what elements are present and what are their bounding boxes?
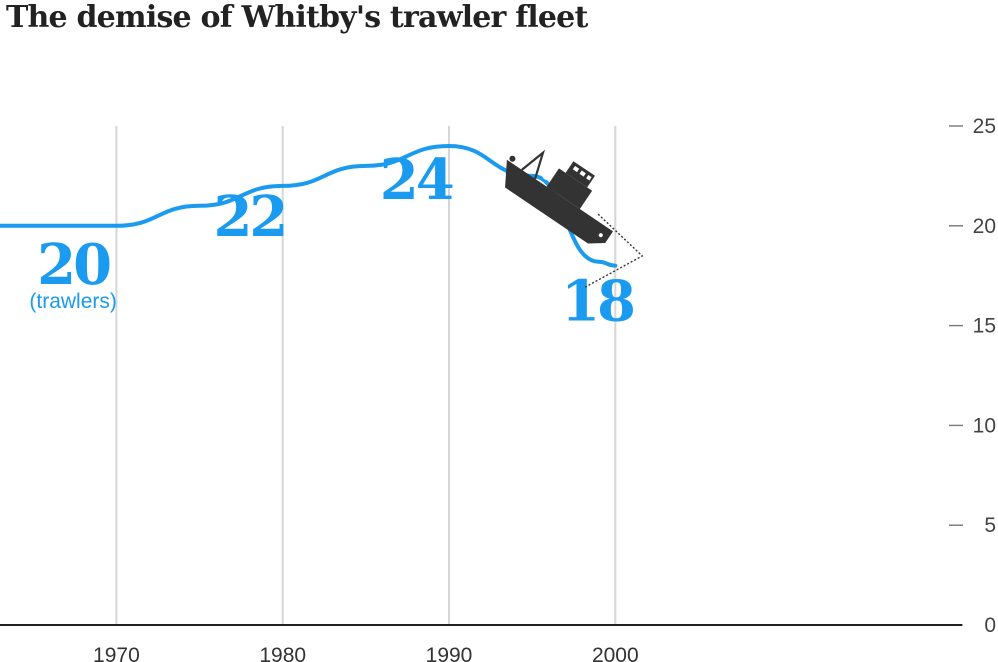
y-tick-label-5: 5 — [984, 514, 996, 537]
x-tick-label-1970: 1970 — [93, 644, 140, 662]
y-tick-label-0: 0 — [984, 614, 996, 637]
data-label-4: 18 — [561, 269, 633, 335]
data-label-2: 22 — [213, 184, 285, 250]
y-tick-label-10: 10 — [973, 414, 996, 437]
x-tick-label-1990: 1990 — [426, 644, 473, 662]
y-tick-label-25: 25 — [973, 115, 996, 138]
sinking-trawler-icon — [505, 149, 644, 288]
data-label-1: (trawlers) — [29, 290, 117, 313]
gridlines — [115, 126, 617, 625]
series: 20(trawlers) 22 24 18 — [0, 143, 636, 335]
fishing-net-line — [584, 213, 644, 288]
trawler-cabin — [546, 168, 593, 210]
data-label-3: 24 — [380, 147, 453, 213]
trawler-hull — [505, 159, 613, 244]
x-tick-label-1980: 1980 — [259, 644, 306, 662]
x-tick-label-2000: 2000 — [592, 644, 639, 662]
axes: 1970 1980 1990 2000 0 5 10 15 20 25 — [0, 115, 996, 662]
trawler-mast — [521, 149, 546, 180]
data-label-0: 20 — [37, 232, 110, 298]
chart-title: The demise of Whitby's trawler fleet — [6, 0, 588, 35]
y-tick-label-15: 15 — [973, 315, 996, 338]
y-tick-label-20: 20 — [973, 215, 996, 238]
